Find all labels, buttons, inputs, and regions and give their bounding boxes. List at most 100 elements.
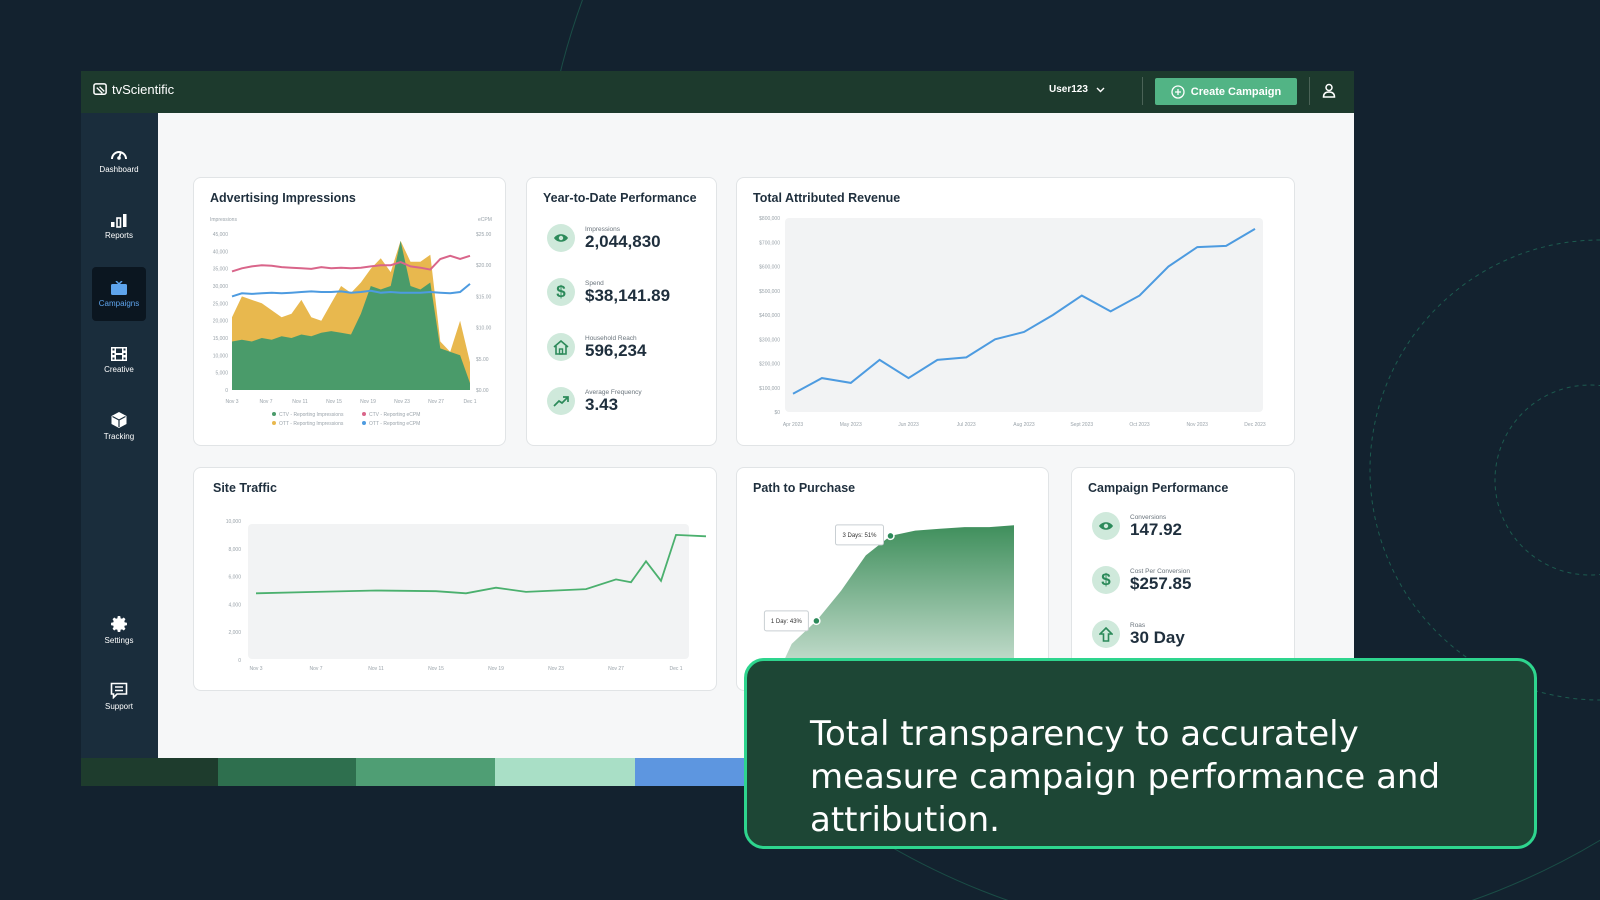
x-tick-label: Sept 2023 bbox=[1070, 422, 1093, 428]
x-tick-label: Aug 2023 bbox=[1013, 422, 1035, 428]
y-tick-label: 8,000 bbox=[228, 547, 241, 553]
ctv-ecpm-line bbox=[231, 254, 471, 273]
y-tick-label: 10,000 bbox=[226, 519, 242, 525]
x-tick-label: Nov 27 bbox=[428, 399, 444, 405]
y2-tick-label: $20.00 bbox=[476, 263, 492, 269]
path-to-purchase-chart: 1 Day: 43% 3 Days: 51% bbox=[763, 524, 1014, 690]
path-to-purchase-area bbox=[770, 525, 1014, 690]
legend-swatch bbox=[272, 421, 276, 425]
stat-label: Conversions bbox=[1130, 513, 1167, 521]
brand-logo[interactable]: tvScientific bbox=[93, 82, 174, 97]
annotation-point bbox=[886, 531, 895, 541]
y-tick-label: 0 bbox=[238, 658, 241, 664]
stat-spend: $ Spend $38,141.89 bbox=[547, 278, 670, 306]
x-tick-label: May 2023 bbox=[840, 422, 862, 428]
y-tick-label: $800,000 bbox=[759, 216, 780, 222]
sidebar-item-label: Reports bbox=[104, 230, 133, 240]
stat-value: 147.92 bbox=[1130, 519, 1182, 539]
legend-label: CTV - Reporting eCPM bbox=[369, 412, 420, 418]
ytd-performance-card: Year-to-Date Performance Impressions 2,0… bbox=[526, 177, 717, 446]
user-menu[interactable]: User123 bbox=[1049, 84, 1105, 95]
callout-text: Total transparency to accurately measure… bbox=[810, 714, 1441, 840]
card-title: Advertising Impressions bbox=[210, 191, 356, 205]
y-tick-label: 25,000 bbox=[213, 301, 229, 307]
sidebar-item-support[interactable]: Support bbox=[92, 669, 146, 723]
revenue-line bbox=[792, 228, 1256, 395]
y-tick-label: 2,000 bbox=[228, 630, 241, 636]
brand-name: tvScientific bbox=[112, 82, 175, 97]
x-tick-label: Jul 2023 bbox=[957, 422, 976, 428]
house-icon bbox=[547, 333, 575, 361]
stat-average-frequency: Average Frequency 3.43 bbox=[547, 387, 642, 415]
x-tick-label: Nov 19 bbox=[360, 399, 376, 405]
ott-ecpm-line bbox=[231, 283, 471, 298]
x-tick-label: Apr 2023 bbox=[783, 422, 804, 428]
plot-background bbox=[248, 524, 689, 659]
chevron-down-icon bbox=[1096, 87, 1105, 92]
y-tick-label: $0 bbox=[774, 410, 780, 416]
path-to-purchase-card: Path to Purchase 1 Day: 43% 3 Days: 51% bbox=[736, 467, 1049, 691]
x-tick-label: Nov 19 bbox=[488, 666, 504, 672]
sidebar-item-tracking[interactable]: Tracking bbox=[92, 399, 146, 453]
create-campaign-button[interactable]: Create Campaign bbox=[1155, 78, 1297, 105]
annotation-box bbox=[835, 524, 884, 546]
x-tick-label: Nov 27 bbox=[608, 666, 624, 672]
card-title: Year-to-Date Performance bbox=[543, 191, 697, 205]
stat-impressions: Impressions 2,044,830 bbox=[547, 224, 661, 252]
y2-tick-label: $25.00 bbox=[476, 232, 492, 238]
y2-axis-label: eCPM bbox=[478, 217, 492, 223]
sidebar-item-label: Campaigns bbox=[98, 298, 140, 308]
advertising-impressions-card: Advertising Impressions Impressions eCPM 0… bbox=[193, 177, 506, 446]
y-tick-label: 15,000 bbox=[213, 336, 229, 342]
site-traffic-line bbox=[255, 533, 707, 595]
stat-conversions: Conversions 147.92 bbox=[1092, 512, 1182, 540]
card-title: Total Attributed Revenue bbox=[753, 191, 901, 205]
gear-icon bbox=[111, 616, 127, 632]
stat-label: Average Frequency bbox=[585, 388, 642, 396]
y2-tick-label: $15.00 bbox=[476, 294, 492, 300]
sidebar-item-label: Settings bbox=[104, 636, 134, 645]
x-tick-label: Nov 15 bbox=[326, 399, 342, 405]
sidebar-item-reports[interactable]: Reports bbox=[92, 199, 146, 253]
stat-value: $38,141.89 bbox=[585, 285, 671, 305]
marketing-callout: Total transparency to accurately measure… bbox=[744, 658, 1537, 849]
annotation-box bbox=[763, 610, 809, 632]
y-tick-label: 4,000 bbox=[228, 602, 241, 608]
annotation-point bbox=[812, 616, 821, 626]
stat-value: $257.85 bbox=[1130, 573, 1192, 593]
film-icon bbox=[111, 347, 127, 361]
stat-label: Cost Per Conversion bbox=[1130, 567, 1190, 575]
x-tick-label: Nov 23 bbox=[548, 666, 564, 672]
sidebar-item-settings[interactable]: Settings bbox=[92, 603, 146, 657]
user-profile-icon[interactable] bbox=[1322, 83, 1336, 98]
dollar-icon: $ bbox=[1092, 566, 1120, 594]
y-tick-label: $500,000 bbox=[759, 289, 780, 295]
sidebar-item-creative[interactable]: Creative bbox=[92, 333, 146, 387]
x-tick-label: Nov 15 bbox=[428, 666, 444, 672]
plot-background bbox=[785, 218, 1263, 412]
stat-label: Roas bbox=[1130, 621, 1146, 629]
sidebar-item-label: Dashboard bbox=[99, 165, 139, 174]
x-tick-label: Nov 23 bbox=[394, 399, 410, 405]
stat-value: 2,044,830 bbox=[585, 231, 661, 251]
sidebar-item-campaigns[interactable]: Campaigns bbox=[92, 267, 146, 321]
legend-label: OTT - Reporting Impressions bbox=[279, 421, 344, 427]
divider bbox=[1309, 77, 1310, 105]
y-tick-label: $600,000 bbox=[759, 265, 780, 271]
y-tick-label: $700,000 bbox=[759, 240, 780, 246]
x-tick-label: Oct 2023 bbox=[1129, 422, 1150, 428]
total-attributed-revenue-chart: $0 $100,000 $200,000 $300,000 $400,000 $500,0… bbox=[759, 216, 1266, 428]
ctv-impressions-area bbox=[232, 240, 470, 390]
y-tick-label: $400,000 bbox=[759, 313, 780, 319]
color-stripe-segment bbox=[356, 758, 495, 786]
y2-tick-label: $0.00 bbox=[476, 388, 489, 394]
annotation-label: 1 Day: 43% bbox=[771, 619, 803, 625]
bar-chart-icon bbox=[111, 213, 127, 228]
sidebar-item-dashboard[interactable]: Dashboard bbox=[92, 133, 146, 187]
y-tick-label: 20,000 bbox=[213, 319, 229, 325]
y-tick-label: 0 bbox=[225, 388, 228, 394]
x-tick-label: Nov 11 bbox=[368, 666, 384, 672]
x-tick-label: Nov 2023 bbox=[1187, 422, 1209, 428]
y-tick-label: $100,000 bbox=[759, 386, 780, 392]
legend-swatch bbox=[362, 421, 366, 425]
